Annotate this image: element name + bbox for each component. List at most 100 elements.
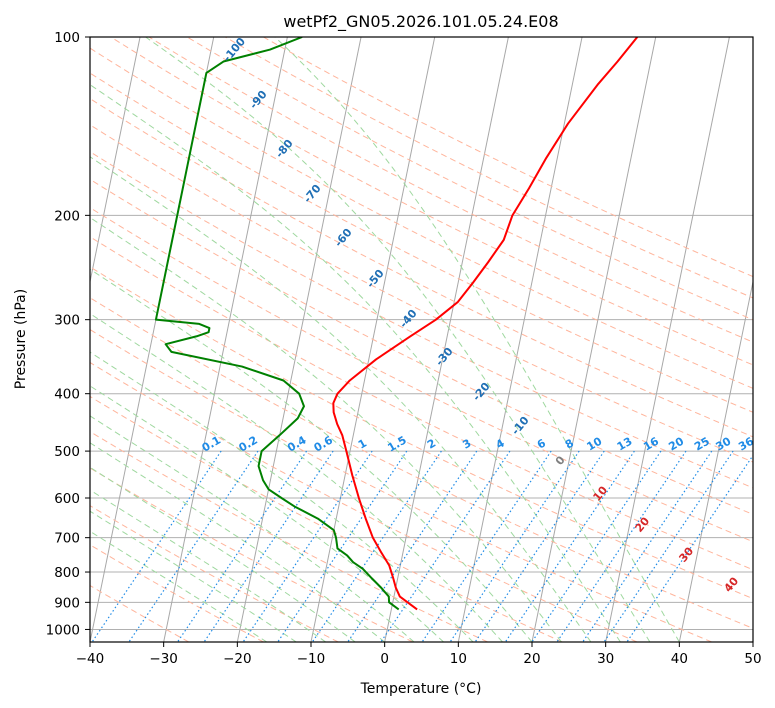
isotherm-label: 0 (553, 453, 568, 467)
isotherm-line (163, 37, 288, 642)
mixing-ratio-line (474, 450, 605, 642)
dry-adiabat-line (90, 236, 753, 571)
mixing-ratio-line (277, 450, 408, 642)
x-tick-label: 40 (671, 651, 688, 667)
isotherm-line (457, 37, 583, 642)
y-tick-label: 200 (54, 208, 80, 224)
mixing-ratio-label: 1 (356, 437, 369, 452)
isotherm-line (605, 37, 730, 642)
mixing-ratio-line (203, 450, 334, 642)
dry-adiabat-line (90, 266, 753, 600)
mixing-ratio-line (626, 454, 753, 642)
isotherm-label: -70 (301, 182, 324, 206)
isotherm-label: -30 (433, 345, 456, 369)
dry-adiabat-line (90, 361, 638, 642)
mixing-ratio-line (556, 450, 687, 642)
x-tick-label: 50 (744, 651, 761, 667)
x-tick-label: 10 (450, 651, 467, 667)
dry-adiabat-line (90, 329, 712, 642)
dry-adiabat-line (90, 544, 264, 642)
moist-adiabat-line (90, 156, 592, 642)
plot-area (0, 37, 753, 642)
dry-adiabat-line (90, 178, 753, 515)
isotherm-line (0, 37, 66, 642)
plot-frame (89, 36, 754, 643)
moist-adiabat-line (274, 37, 680, 642)
mixing-ratio-label: 6 (535, 436, 548, 451)
x-tick-label: 30 (597, 651, 614, 667)
dry-adiabat-line (90, 207, 753, 543)
y-tick-label: 1000 (46, 622, 80, 638)
dry-adiabat-line (90, 124, 753, 463)
isotherm-label: -40 (397, 307, 420, 331)
y-axis-label: Pressure (hPa) (13, 289, 29, 389)
isotherm-label: -20 (470, 380, 493, 404)
dry-adiabat-line (263, 37, 753, 278)
mixing-ratio-line (380, 450, 511, 642)
isotherm-line (236, 37, 362, 642)
x-tick-label: −40 (76, 651, 105, 667)
x-tick-label: 20 (523, 651, 540, 667)
isotherm-label: 30 (676, 544, 696, 564)
y-tick-label: 900 (54, 595, 80, 611)
y-tick-label: 100 (54, 30, 80, 46)
moist-adiabat-line (90, 442, 385, 642)
dry-adiabat-line (90, 98, 753, 438)
isotherm-line (531, 37, 657, 642)
dry-adiabat-line (90, 467, 414, 642)
isotherm-line (678, 279, 753, 642)
y-tick-label: 700 (54, 531, 80, 547)
moist-adiabat-line (90, 510, 297, 642)
mixing-ratio-label: 4 (494, 436, 507, 451)
isotherm-label: -60 (332, 226, 355, 250)
dewpoint-profile-line (154, 37, 400, 611)
moist-adiabat-line (90, 268, 533, 642)
moist-adiabat-line (90, 84, 621, 642)
moist-adiabat-line (90, 351, 474, 642)
mixing-ratio-line (347, 450, 478, 642)
isotherm-label: -100 (220, 35, 248, 65)
mixing-ratio-line (91, 450, 222, 642)
x-tick-label: −10 (297, 651, 326, 667)
isotherm-line (752, 639, 753, 642)
dry-adiabat-line (110, 37, 753, 366)
dry-adiabat-line (90, 72, 753, 413)
dry-adiabat-line (90, 505, 339, 642)
chart-title: wetPf2_GN05.2026.101.05.24.E08 (283, 12, 558, 32)
x-tick-label: −20 (223, 651, 252, 667)
isotherm-label: -10 (509, 414, 532, 438)
isotherm-label: 40 (721, 574, 741, 594)
dry-adiabat-line (90, 297, 753, 629)
dry-adiabat-line (90, 47, 753, 389)
x-tick-label: 0 (380, 651, 389, 667)
mixing-ratio-line (421, 450, 552, 642)
x-tick-label: −30 (149, 651, 178, 667)
moist-adiabat-line (90, 466, 356, 642)
isotherm-line (90, 37, 141, 285)
y-tick-label: 300 (54, 313, 80, 329)
moist-adiabat-line (90, 216, 562, 642)
isotherm-label: -80 (273, 137, 296, 161)
temperature-profile-line (332, 37, 639, 611)
moist-adiabat-line (90, 415, 415, 642)
moist-adiabat-line (90, 530, 268, 642)
mixing-ratio-line (582, 450, 713, 642)
y-tick-label: 500 (54, 444, 80, 460)
axis-ticks: −40 −30 −20 −10 0 10 20 30 40 5010020030040050060… (46, 30, 762, 667)
dry-adiabat-line (225, 37, 753, 299)
mixing-ratio-line (242, 450, 373, 642)
mixing-ratio-line (603, 450, 734, 642)
mixing-ratio-line (449, 450, 580, 642)
isotherm-label: 20 (632, 514, 652, 534)
y-tick-label: 600 (54, 491, 80, 507)
mixing-ratio-line (177, 450, 308, 642)
isotherm-label: -90 (247, 88, 270, 112)
moist-adiabat-line (90, 313, 503, 642)
x-axis-label: Temperature (°C) (360, 681, 482, 697)
dry-adiabat-line (90, 395, 563, 642)
dry-adiabat-line (90, 431, 488, 642)
isotherm-line (384, 37, 509, 642)
moist-adiabat-line (90, 489, 327, 642)
